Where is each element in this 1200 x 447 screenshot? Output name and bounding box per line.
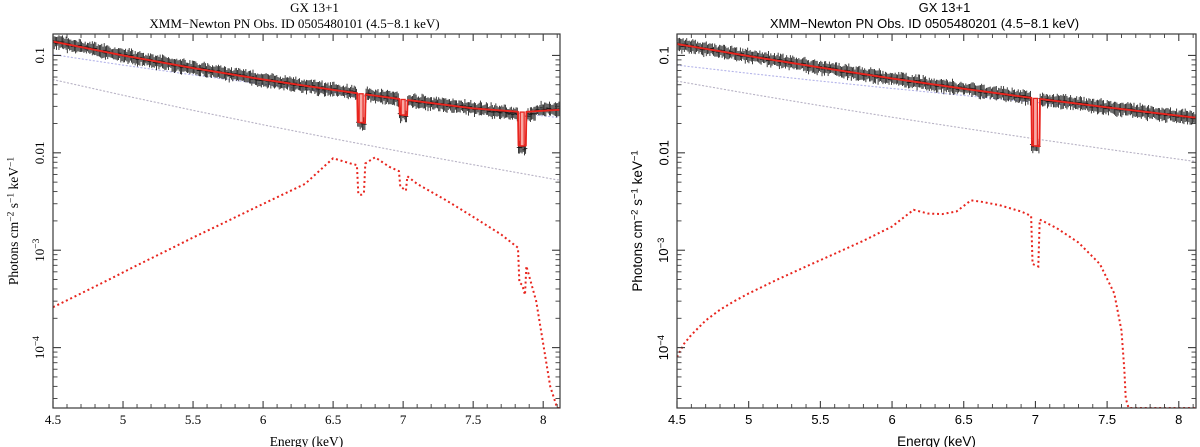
y-tick-label-group: 0.01: [32, 141, 47, 164]
absorption-line-7: [1032, 97, 1039, 147]
y-tick-label-group: 0.01: [656, 140, 671, 165]
y-tick-label: 10−3: [32, 238, 47, 261]
x-tick-label: 6.5: [955, 412, 973, 427]
y-tick-label: 0.01: [656, 140, 671, 165]
y-axis-label: Photons cm−2 s−1 keV−1: [6, 157, 21, 285]
continuum-component-2: [53, 79, 560, 181]
absorption-line-6p7: [358, 93, 364, 124]
panel-title-source: GX 13+1: [290, 0, 339, 15]
x-axis-ticks: 4.5 5 5.5 6 6.5 7 7.5 8: [45, 34, 558, 427]
x-tick-label: 8: [1175, 412, 1182, 427]
x-tick-label: 7: [1032, 412, 1039, 427]
y-tick-label-group: 0.1: [656, 46, 671, 64]
y-tick-label: 10−4: [656, 335, 672, 360]
x-tick-label: 4.5: [45, 412, 61, 427]
plot-area: [53, 35, 560, 408]
x-tick-label: 8: [540, 412, 547, 427]
line-emission-component: [677, 199, 1196, 408]
y-tick-label: 0.1: [656, 46, 671, 64]
x-tick-label: 4.5: [668, 412, 686, 427]
x-tick-label: 7: [400, 412, 407, 427]
y-tick-label-group: 10−3: [32, 238, 47, 261]
y-axis-ticks: 0.1 0.01 10−3 10−4: [32, 47, 560, 399]
data-points-group: [53, 35, 560, 156]
panel-left: GX 13+1 XMM−Newton PN Obs. ID 0505480101 …: [6, 0, 561, 447]
line-emission-component: [53, 156, 560, 408]
x-tick-label: 6.5: [325, 412, 341, 427]
y-tick-label-group: 10−4: [32, 336, 47, 359]
plot-area: [677, 36, 1196, 408]
x-tick-label: 6: [888, 412, 895, 427]
y-axis-ticks: 0.1 0.01 10−3 10−4: [656, 46, 1196, 399]
x-tick-label: 6: [260, 412, 267, 427]
best-fit-model: [677, 43, 1196, 148]
x-tick-label: 5: [120, 412, 127, 427]
panel-title-source: GX 13+1: [919, 0, 971, 15]
absorption-line-7: [400, 98, 406, 116]
x-axis-label: Energy (keV): [897, 434, 976, 447]
absorption-line-7p85: [519, 111, 525, 147]
y-tick-label-group: 10−3: [656, 238, 672, 263]
panel-right: GX 13+1 XMM−Newton PN Obs. ID 0505480201 …: [600, 0, 1200, 447]
x-tick-label: 7.5: [1098, 412, 1116, 427]
y-tick-label: 10−4: [32, 336, 47, 359]
y-tick-label: 0.01: [32, 141, 47, 164]
x-tick-label: 5.5: [811, 412, 829, 427]
panel-title-observation: XMM−Newton PN Obs. ID 0505480201 (4.5−8.…: [770, 16, 1079, 31]
best-fit-model: [53, 40, 560, 147]
y-tick-label-group: 10−4: [656, 335, 672, 360]
y-tick-label: 0.1: [32, 47, 47, 63]
y-axis-label-group: Photons cm−2 s−1 keV−1: [630, 150, 646, 291]
x-tick-label: 7.5: [465, 412, 481, 427]
y-tick-label: 10−3: [656, 238, 672, 263]
y-tick-label-group: 0.1: [32, 47, 47, 63]
continuum-component-2: [677, 80, 1196, 162]
x-tick-label: 5.5: [185, 412, 201, 427]
data-points-group: [677, 36, 1196, 154]
y-axis-label: Photons cm−2 s−1 keV−1: [630, 150, 646, 291]
x-axis-label: Energy (keV): [270, 434, 344, 447]
x-axis-ticks: 4.5 5 5.5 6 6.5 7 7.5 8: [668, 34, 1194, 427]
y-axis-label-group: Photons cm−2 s−1 keV−1: [6, 157, 21, 285]
panel-title-observation: XMM−Newton PN Obs. ID 0505480101 (4.5−8.…: [149, 16, 439, 31]
x-tick-label: 5: [745, 412, 752, 427]
